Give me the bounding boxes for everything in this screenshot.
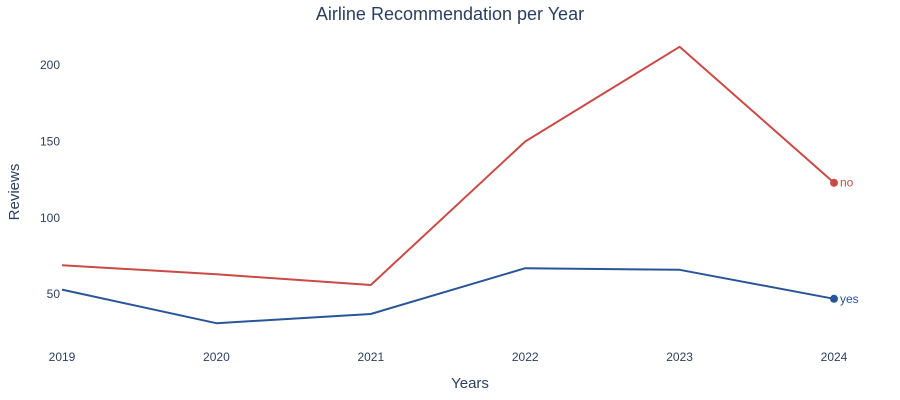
- series-layer: no yes: [61, 45, 859, 325]
- x-axis-ticks: 2019 2020 2021 2022 2023 2024: [49, 350, 848, 364]
- x-axis-title: Years: [451, 375, 489, 392]
- x-tick-label: 2022: [512, 350, 539, 364]
- x-tick-label: 2019: [49, 350, 76, 364]
- x-tick-label: 2020: [203, 350, 230, 364]
- x-tick-label: 2024: [821, 350, 848, 364]
- end-point-yes: [830, 294, 838, 303]
- series-label-yes: yes: [840, 292, 859, 306]
- y-tick-label: 150: [40, 135, 60, 149]
- y-tick-label: 50: [47, 287, 61, 301]
- x-tick-label: 2021: [357, 350, 384, 364]
- series-label-no: no: [840, 176, 854, 190]
- series-line-no: [61, 45, 835, 286]
- end-point-no: [830, 178, 838, 187]
- chart-title: Airline Recommendation per Year: [316, 4, 584, 24]
- y-tick-label: 100: [40, 211, 60, 225]
- y-axis-ticks: 50 100 150 200: [40, 58, 60, 301]
- x-tick-label: 2023: [666, 350, 693, 364]
- series-yes: yes: [61, 267, 859, 325]
- y-axis-title: Reviews: [6, 164, 23, 221]
- series-line-yes: [61, 267, 835, 325]
- y-tick-label: 200: [40, 58, 60, 72]
- series-no: no: [61, 45, 854, 286]
